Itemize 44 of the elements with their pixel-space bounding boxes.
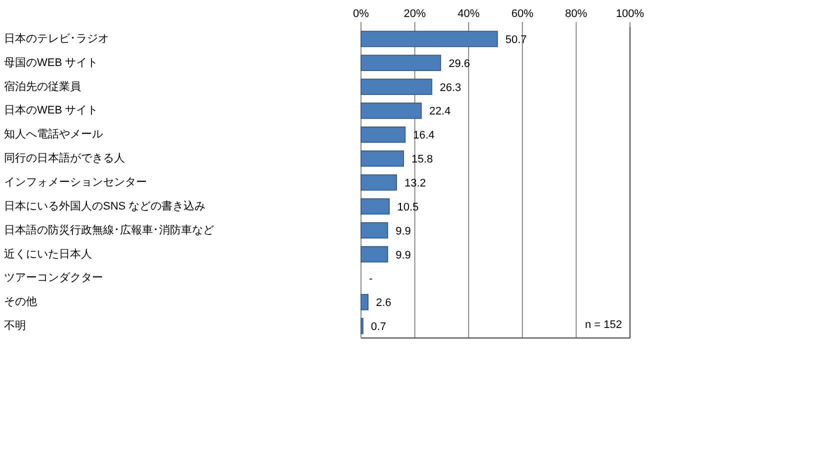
x2-tick-label: 40% — [458, 8, 480, 20]
y-tick-label: 不明 — [4, 320, 26, 332]
x2-tick-label: 80% — [565, 8, 588, 20]
data-label: 10.5 — [397, 201, 419, 214]
y-tick-label: 近くにいた日本人 — [4, 247, 92, 260]
data-label: 9.9 — [396, 249, 411, 262]
data-label: 2.6 — [376, 297, 392, 310]
y-tick-label: 知人へ電話やメール — [4, 128, 103, 141]
y-tick-label: インフォメーションセンター — [4, 176, 147, 188]
x2-tick-label: 100% — [616, 8, 644, 20]
x2-tick-label: 60% — [511, 8, 534, 20]
data-label: 50.7 — [505, 34, 527, 46]
bar — [360, 246, 388, 262]
data-label: 29.6 — [448, 58, 470, 70]
bar — [360, 54, 442, 72]
bar — [360, 222, 388, 238]
bar — [360, 150, 404, 167]
y-tick-label: 日本にいる外国人のSNS などの書き込み — [4, 199, 206, 212]
y-tick-label: ツアーコンダクター — [4, 272, 103, 284]
y-tick-label: 日本のWEB サイト — [4, 104, 98, 117]
data-label: 15.8 — [412, 154, 433, 166]
y-tick-label: その他 — [4, 296, 37, 308]
data-label: 22.4 — [429, 106, 451, 118]
x2-tick-label: 0% — [353, 8, 370, 20]
y-tick-label: 同行の日本語ができる人 — [4, 152, 125, 165]
y-tick-label: 母国のWEB サイト — [4, 56, 98, 69]
annotation: n = 152 — [584, 319, 622, 331]
data-label: 26.3 — [440, 82, 462, 94]
y-tick-label: 宿泊先の従業員 — [4, 80, 81, 93]
data-label: 13.2 — [404, 178, 426, 190]
text: - — [369, 273, 373, 286]
data-label: 0.7 — [370, 321, 386, 334]
bar — [360, 294, 368, 310]
bar — [360, 78, 432, 95]
bar — [360, 102, 422, 119]
bar — [360, 126, 406, 143]
data-label: 9.9 — [396, 225, 411, 238]
bar — [360, 30, 498, 48]
bar — [360, 174, 398, 191]
y-tick-label: 日本のテレビ･ラジオ — [4, 32, 109, 45]
x2-tick-label: 20% — [404, 8, 426, 20]
bar — [360, 198, 390, 215]
y-tick-label: 日本語の防災行政無線･広報車･消防車など — [4, 223, 214, 236]
data-label: 16.4 — [413, 130, 435, 142]
